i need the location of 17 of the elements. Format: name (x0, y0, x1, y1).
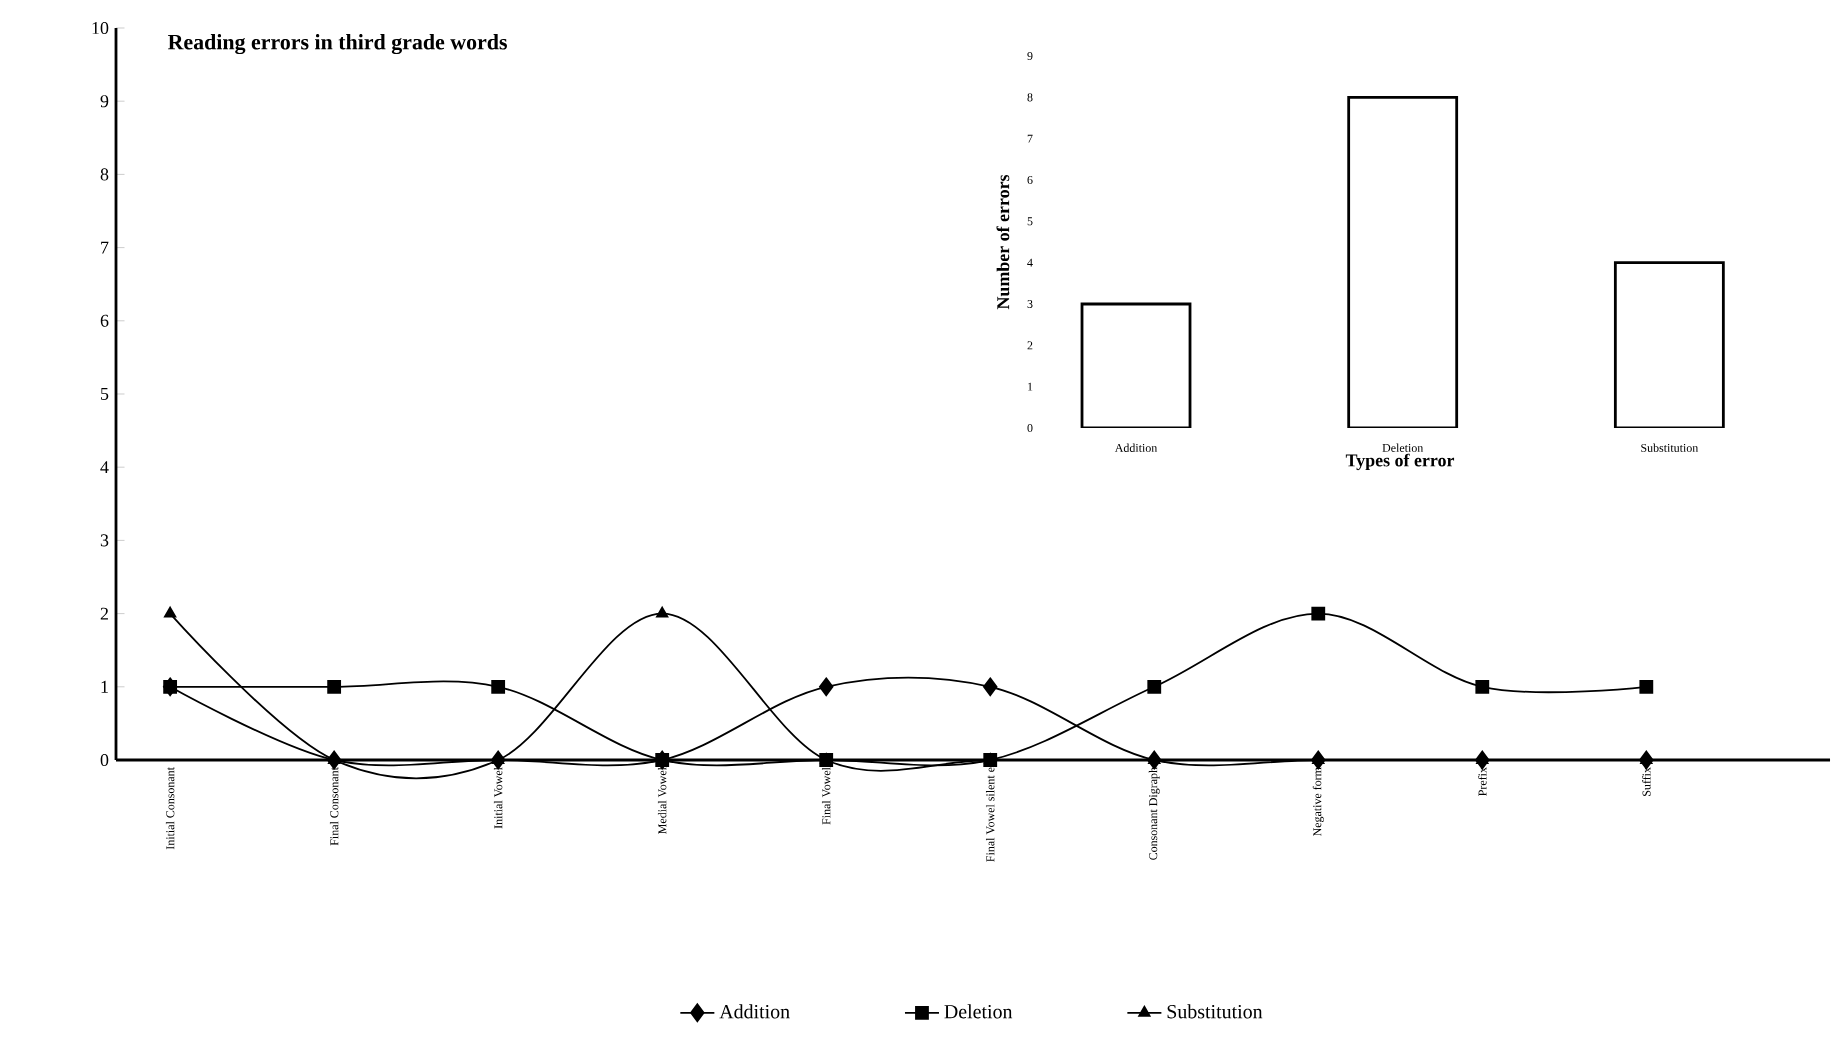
y-tick-label: 7 (101, 241, 109, 254)
legend-label: Addition (719, 1004, 790, 1019)
y-tick-label: 8 (100, 168, 109, 181)
y-tick-label: 9 (100, 95, 109, 108)
y-tick-label: 10 (92, 21, 109, 35)
y-tick-label: 3 (100, 534, 109, 547)
y-axis-title: Number of errors (996, 174, 1010, 310)
legend-label: Substitution (1167, 1004, 1263, 1019)
x-axis-title: Types of error (1345, 453, 1455, 471)
y-tick-label: 1 (101, 680, 108, 693)
y-tick-label: 5 (101, 388, 109, 400)
y-tick-label: 2 (100, 607, 108, 620)
legend-label: Deletion (944, 1004, 1013, 1019)
y-tick-label: 0 (100, 753, 109, 767)
chart-title: Reading errors in third grade words (167, 34, 507, 55)
y-tick-label: 4 (100, 461, 109, 474)
y-tick-label: 6 (100, 314, 109, 327)
